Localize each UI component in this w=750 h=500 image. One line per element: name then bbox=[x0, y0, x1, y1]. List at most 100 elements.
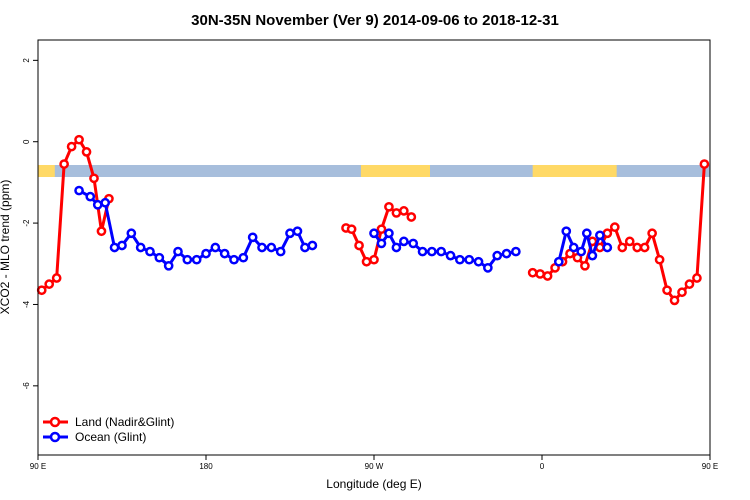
ocean-point bbox=[126, 228, 137, 239]
land-mask-band bbox=[360, 165, 430, 177]
ocean-point bbox=[285, 228, 295, 239]
ocean-point bbox=[581, 228, 592, 239]
ocean-point bbox=[568, 242, 579, 253]
land-point bbox=[632, 242, 643, 253]
land-point bbox=[580, 260, 590, 271]
plot-frame bbox=[37, 39, 711, 456]
land-point bbox=[609, 222, 620, 233]
y-tick-label: -2 bbox=[22, 219, 31, 227]
land-point bbox=[542, 271, 553, 281]
ocean-point bbox=[210, 242, 221, 253]
legend-ocean-label: Ocean (Glint) bbox=[75, 430, 146, 444]
land-point bbox=[602, 228, 613, 239]
land-point bbox=[527, 267, 538, 278]
land-point bbox=[66, 141, 77, 152]
land-point bbox=[346, 224, 357, 235]
legend-land-label: Land (Nadir&Glint) bbox=[75, 415, 174, 429]
land-point bbox=[81, 147, 92, 157]
ocean-point bbox=[408, 238, 419, 249]
legend: Land (Nadir&Glint) Ocean (Glint) bbox=[43, 415, 174, 444]
y-axis-label: XCO2 - MLO trend (ppm) bbox=[0, 180, 12, 315]
land-point bbox=[44, 279, 55, 289]
chart-title: 30N-35N November (Ver 9) 2014-09-06 to 2… bbox=[191, 12, 559, 29]
ocean-point bbox=[464, 254, 475, 265]
land-point bbox=[74, 134, 84, 145]
ocean-point bbox=[369, 228, 379, 239]
ocean-point bbox=[74, 185, 84, 196]
ocean-point bbox=[135, 242, 146, 253]
ocean-point bbox=[266, 242, 277, 253]
ocean-point bbox=[561, 226, 572, 237]
ocean-point bbox=[376, 238, 387, 249]
land-point bbox=[662, 285, 672, 296]
ocean-point bbox=[117, 240, 127, 251]
ocean-point bbox=[391, 242, 402, 253]
ocean-point bbox=[307, 240, 318, 251]
y-tick-label: 2 bbox=[22, 58, 31, 63]
ocean-point bbox=[595, 230, 605, 241]
series bbox=[36, 134, 710, 306]
ocean-point bbox=[257, 242, 267, 253]
land-series-line bbox=[532, 163, 706, 302]
ocean-point bbox=[473, 256, 484, 267]
ocean-point bbox=[109, 242, 120, 253]
ocean-point bbox=[455, 254, 465, 265]
land-point bbox=[699, 159, 710, 169]
ocean-point bbox=[384, 228, 394, 239]
x-tick-label: 90 W bbox=[365, 462, 384, 471]
ocean-point bbox=[173, 246, 183, 257]
land-point bbox=[36, 285, 47, 296]
land-point bbox=[617, 242, 628, 253]
ocean-point bbox=[399, 236, 409, 247]
y-tick-label: -4 bbox=[22, 300, 31, 308]
ocean-point bbox=[182, 254, 193, 265]
land-point bbox=[677, 287, 687, 298]
ocean-point bbox=[100, 197, 111, 208]
land-point bbox=[624, 236, 635, 247]
ocean-point bbox=[501, 248, 512, 259]
land-point bbox=[406, 212, 417, 222]
x-tick-label: 0 bbox=[540, 462, 545, 471]
x-tick-label: 180 bbox=[199, 462, 213, 471]
ocean-point bbox=[219, 248, 230, 259]
ocean-point bbox=[427, 246, 437, 257]
x-tick-label: 90 E bbox=[30, 462, 46, 471]
ocean-point bbox=[445, 250, 456, 261]
ocean-point bbox=[292, 226, 303, 237]
ocean-point bbox=[154, 252, 165, 263]
land-point bbox=[376, 224, 387, 235]
ocean-point bbox=[145, 246, 155, 257]
axes: 90 E 180 90 W 0 90 E 2 0 -2 -4 -6 bbox=[22, 58, 718, 471]
ocean-point bbox=[576, 246, 587, 257]
ocean-point bbox=[587, 250, 598, 261]
ocean-point bbox=[229, 254, 239, 265]
ocean-point bbox=[275, 246, 286, 257]
land-point bbox=[684, 279, 695, 289]
land-point bbox=[384, 201, 394, 212]
legend-ocean-marker bbox=[49, 431, 61, 443]
legend-land-marker bbox=[49, 416, 61, 428]
ocean-point bbox=[553, 256, 564, 267]
ocean-point bbox=[191, 254, 202, 265]
land-point bbox=[59, 159, 69, 169]
land-ocean-mask bbox=[38, 165, 710, 177]
land-point bbox=[89, 173, 99, 184]
ocean-point bbox=[492, 250, 503, 261]
land-mask-band bbox=[532, 165, 617, 177]
ocean-point bbox=[201, 248, 211, 259]
land-point bbox=[369, 254, 379, 265]
x-axis-label: Longitude (deg E) bbox=[326, 477, 421, 491]
ocean-point bbox=[92, 199, 103, 210]
ocean-point bbox=[436, 246, 447, 257]
ocean-point bbox=[85, 191, 96, 202]
land-point bbox=[669, 295, 680, 306]
ocean-point bbox=[602, 242, 613, 253]
ocean-point bbox=[247, 232, 258, 243]
land-point bbox=[391, 208, 402, 218]
land-point bbox=[399, 206, 409, 216]
land-point bbox=[354, 240, 364, 251]
land-point bbox=[639, 242, 650, 253]
land-point bbox=[692, 273, 702, 283]
land-series-line bbox=[40, 138, 111, 292]
